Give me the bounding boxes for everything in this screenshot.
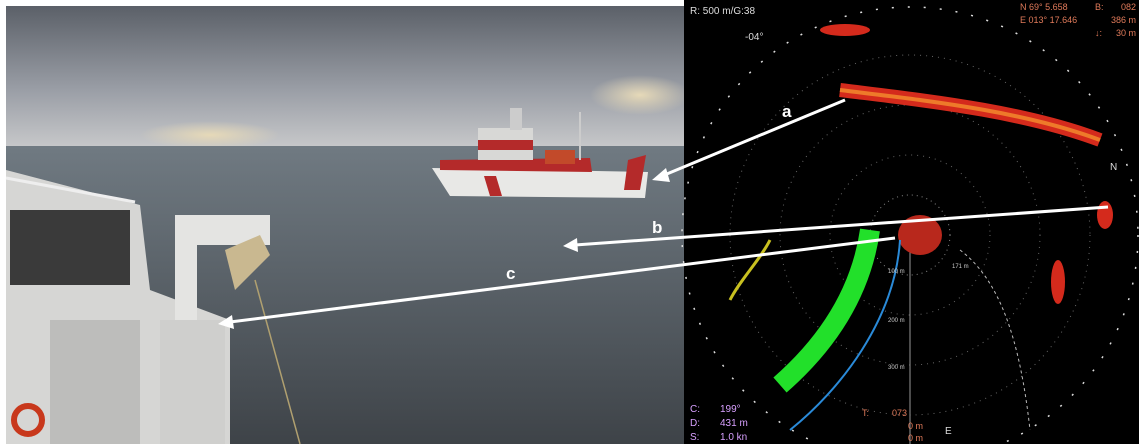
tilt-a: 0 m bbox=[908, 421, 923, 431]
distance-value: 431 m bbox=[720, 418, 748, 429]
tilt-value: 073 bbox=[892, 408, 907, 418]
range-gain: R: 500 m/G:38 bbox=[690, 6, 755, 17]
figure: R: 500 m/G:38 -04° N 69° 5.658 B: 082 E … bbox=[0, 0, 1139, 444]
depth-top: 30 m bbox=[1116, 28, 1136, 38]
callout-label: b bbox=[652, 218, 662, 237]
tilt-b: 0 m bbox=[908, 433, 923, 443]
latitude: N 69° 5.658 bbox=[1020, 2, 1068, 12]
callout-label: a bbox=[782, 102, 792, 121]
course-label: C: bbox=[690, 404, 700, 415]
sunlight bbox=[140, 121, 280, 149]
longitude: E 013° 17.646 bbox=[1020, 15, 1077, 25]
ring-label: 200 m bbox=[888, 318, 905, 324]
speed-label: S: bbox=[690, 432, 699, 443]
course-value: 199° bbox=[720, 404, 741, 415]
speed-value: 1.0 kn bbox=[720, 432, 747, 443]
ring-label: 100 m bbox=[888, 269, 905, 275]
ring-label: 300 m bbox=[888, 365, 905, 371]
tilt-label: T: bbox=[862, 408, 869, 418]
distance-top: 386 m bbox=[1111, 15, 1136, 25]
photo bbox=[6, 6, 690, 444]
sunlight bbox=[590, 75, 690, 115]
distance-label: D: bbox=[690, 418, 700, 429]
callout-label: c bbox=[506, 264, 515, 283]
depth-label: ↓: bbox=[1095, 28, 1102, 38]
east-marker: E bbox=[945, 426, 952, 437]
sky bbox=[6, 6, 684, 146]
bearing-label: B: bbox=[1095, 2, 1104, 12]
heading: -04° bbox=[745, 32, 763, 43]
north-marker: N bbox=[1110, 162, 1117, 173]
bearing-value: 082 bbox=[1121, 2, 1136, 12]
marker-distance: 171 m bbox=[952, 264, 969, 270]
